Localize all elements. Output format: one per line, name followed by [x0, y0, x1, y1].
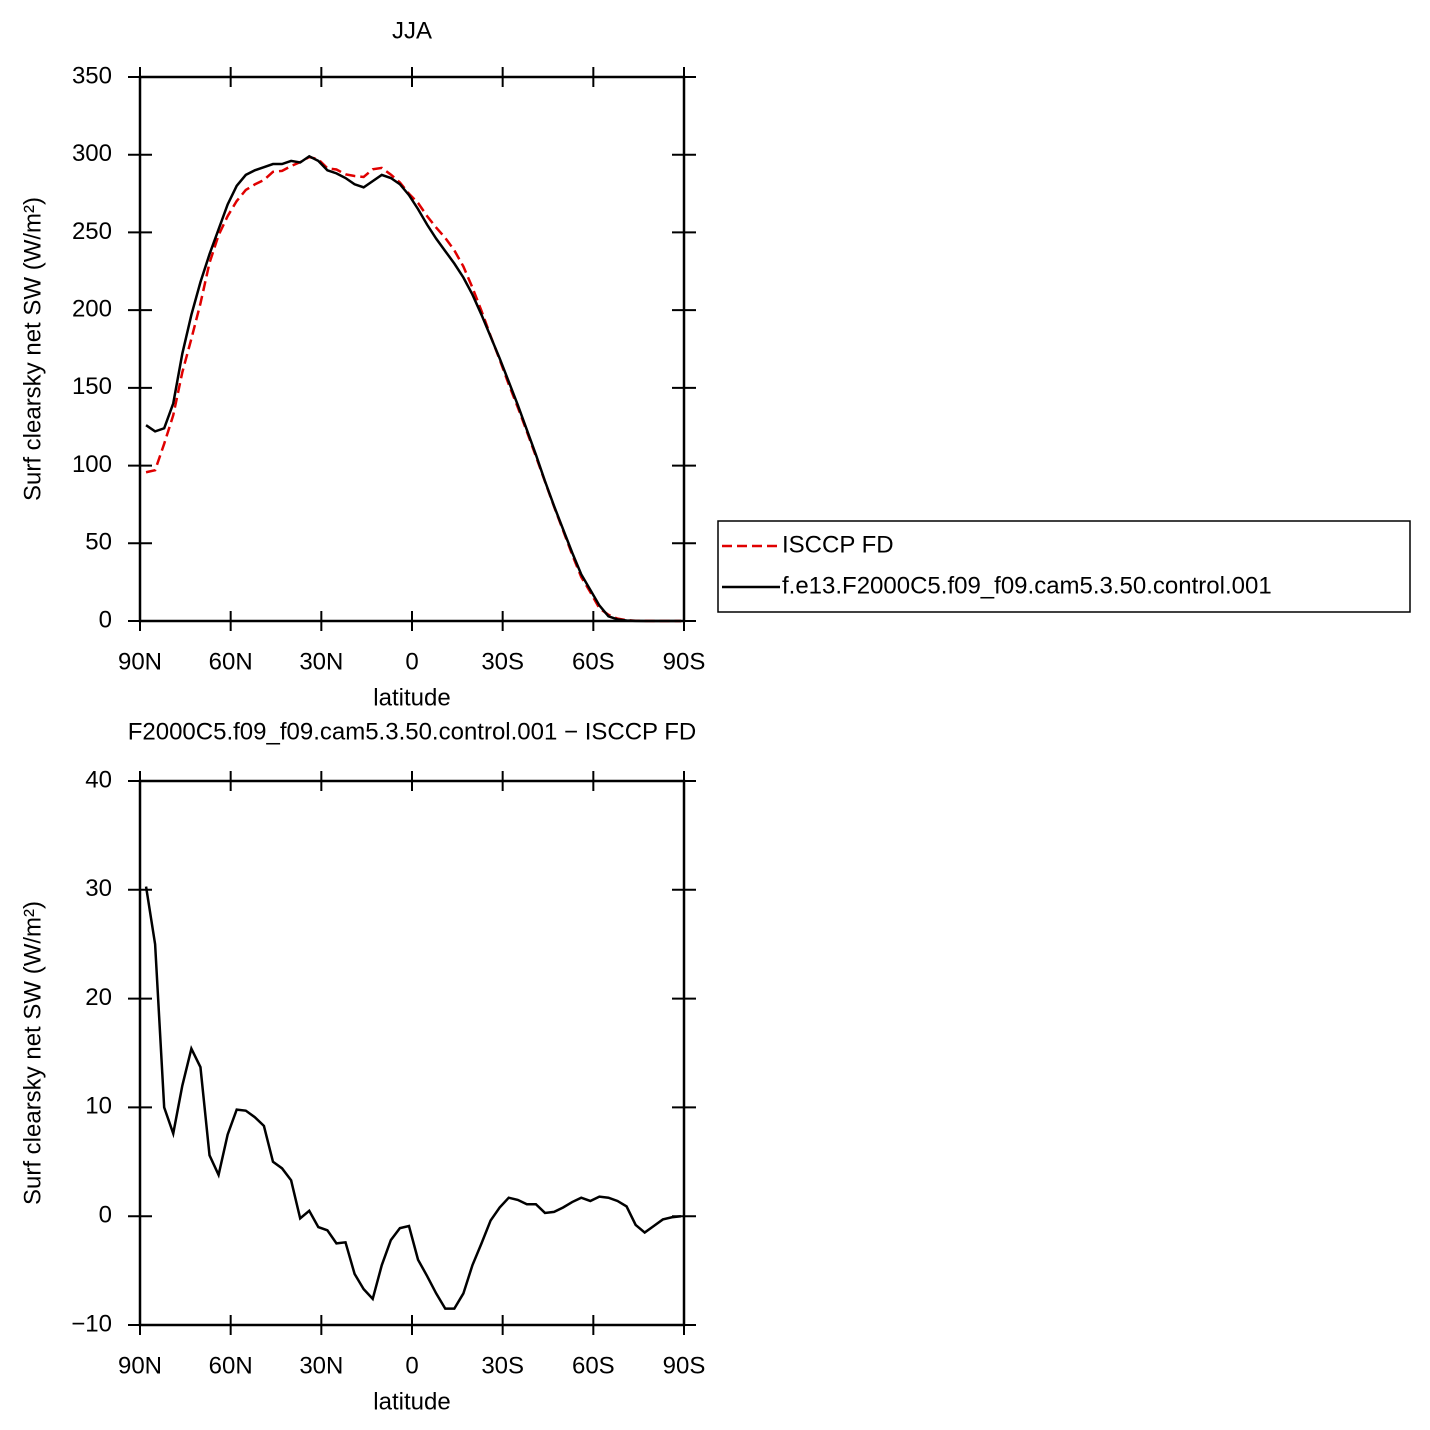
y-tick-label: 10: [85, 1093, 112, 1120]
plot-frame: [138, 75, 686, 623]
x-tick-label: 30S: [481, 648, 524, 675]
chart-title: JJA: [392, 17, 432, 44]
y-tick-label: 30: [85, 875, 112, 902]
y-tick-label: 300: [72, 140, 112, 167]
y-tick-label: 150: [72, 373, 112, 400]
y-tick-label: 200: [72, 295, 112, 322]
x-tick-label: 90S: [663, 1352, 706, 1379]
y-tick-label: 20: [85, 984, 112, 1011]
data-line: [145, 155, 681, 623]
y-tick-label: 40: [85, 766, 112, 793]
y-tick-label: 100: [72, 451, 112, 478]
legend-box: [717, 520, 1411, 613]
data-line: [144, 886, 682, 1310]
x-tick-label: 30N: [299, 1352, 343, 1379]
data-line: [145, 154, 681, 623]
y-tick-label: 0: [99, 1202, 112, 1229]
plot-frame: [138, 779, 686, 1327]
x-tick-label: 60S: [572, 1352, 615, 1379]
x-tick-label: 60N: [209, 1352, 253, 1379]
x-tick-label: 90S: [663, 648, 706, 675]
y-axis-label: Surf clearsky net SW (W/m²): [19, 901, 46, 1205]
x-axis-label: latitude: [373, 684, 450, 711]
x-tick-label: 60S: [572, 648, 615, 675]
x-tick-label: 90N: [118, 1352, 162, 1379]
y-axis-label: Surf clearsky net SW (W/m²): [19, 197, 46, 501]
y-tick-label: 250: [72, 218, 112, 245]
y-tick-label: 350: [72, 62, 112, 89]
legend-label: f.e13.F2000C5.f09_f09.cam5.3.50.control.…: [782, 572, 1272, 599]
y-tick-label: 50: [85, 529, 112, 556]
y-tick-label: −10: [71, 1310, 112, 1337]
legend-label: ISCCP FD: [782, 531, 894, 558]
chart-title: F2000C5.f09_f09.cam5.3.50.control.001 − …: [128, 718, 697, 745]
x-tick-label: 30S: [481, 1352, 524, 1379]
x-tick-label: 60N: [209, 648, 253, 675]
x-tick-label: 0: [405, 648, 418, 675]
x-tick-label: 90N: [118, 648, 162, 675]
x-axis-label: latitude: [373, 1388, 450, 1415]
x-tick-label: 0: [405, 1352, 418, 1379]
x-tick-label: 30N: [299, 648, 343, 675]
y-tick-label: 0: [99, 606, 112, 633]
